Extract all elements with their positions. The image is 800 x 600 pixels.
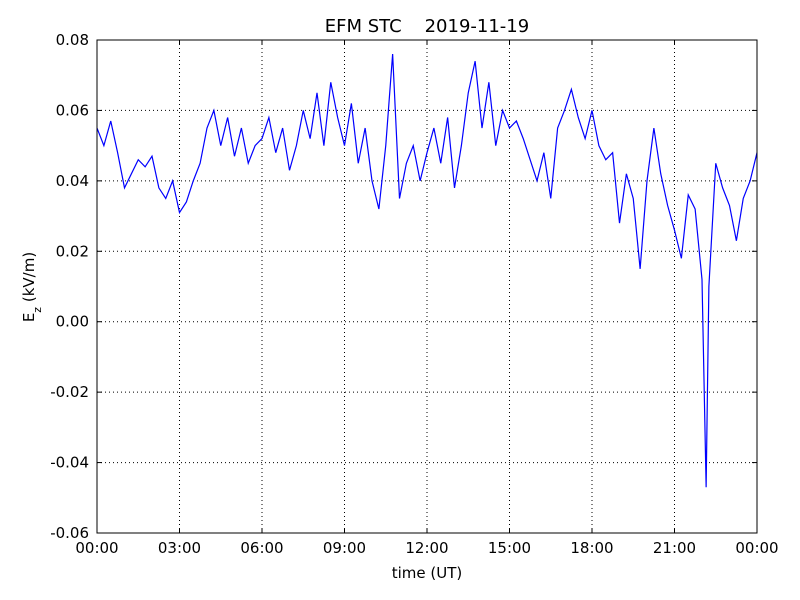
y-tick-label: -0.02 [50, 383, 89, 401]
x-tick-label: 06:00 [240, 539, 283, 557]
x-tick-label: 15:00 [488, 539, 531, 557]
data-line [96, 54, 758, 488]
y-tick-label: 0.02 [56, 242, 89, 260]
y-axis-label: Ez (kV/m) [20, 252, 44, 322]
x-tick-label: 12:00 [405, 539, 448, 557]
x-tick-label: 09:00 [323, 539, 366, 557]
x-axis-label: time (UT) [392, 564, 463, 582]
y-tick-label: 0.06 [56, 101, 89, 119]
x-tick-label: 18:00 [570, 539, 613, 557]
y-tick-label: 0.04 [56, 172, 89, 190]
x-tick-label: 03:00 [158, 539, 201, 557]
y-tick-label: -0.04 [50, 454, 89, 472]
x-tick-label: 21:00 [653, 539, 696, 557]
y-tick-label: 0.00 [56, 313, 89, 331]
y-tick-label: -0.06 [50, 524, 89, 542]
plot-frame [96, 39, 758, 534]
x-tick-label: 00:00 [735, 539, 778, 557]
y-tick-label: 0.08 [56, 31, 89, 49]
x-tick-label: 00:00 [75, 539, 118, 557]
chart-title: EFM STC 2019-11-19 [325, 16, 529, 37]
